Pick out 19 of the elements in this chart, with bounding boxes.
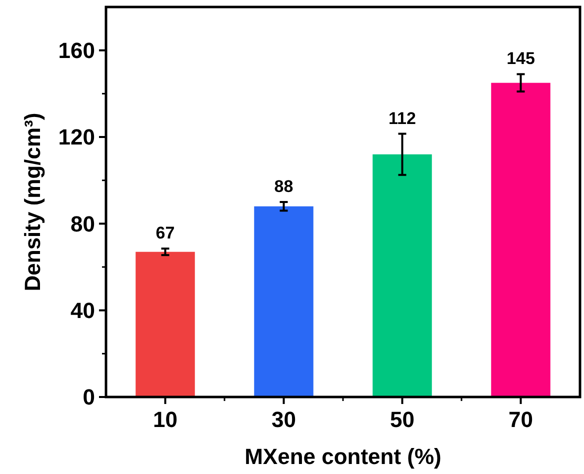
x-tick-label: 50 xyxy=(390,407,414,432)
y-tick-label: 0 xyxy=(82,384,95,410)
data-label: 88 xyxy=(274,177,294,196)
y-tick-label: 120 xyxy=(58,124,95,150)
bar xyxy=(254,206,314,397)
y-tick-label: 160 xyxy=(58,38,95,64)
x-tick-label: 70 xyxy=(508,407,533,432)
data-label: 112 xyxy=(388,108,416,128)
bar xyxy=(491,82,550,397)
x-tick-label: 10 xyxy=(153,407,178,432)
data-label: 145 xyxy=(506,49,535,68)
y-tick-label: 80 xyxy=(70,211,95,236)
y-tick-label: 40 xyxy=(70,298,95,324)
data-label: 67 xyxy=(156,224,175,243)
bar xyxy=(372,154,432,397)
x-axis-title: MXene content (%) xyxy=(244,444,442,469)
x-tick-label: 30 xyxy=(272,407,296,432)
bar xyxy=(136,252,195,397)
y-axis-title: Density (mg/cm³) xyxy=(20,112,45,292)
